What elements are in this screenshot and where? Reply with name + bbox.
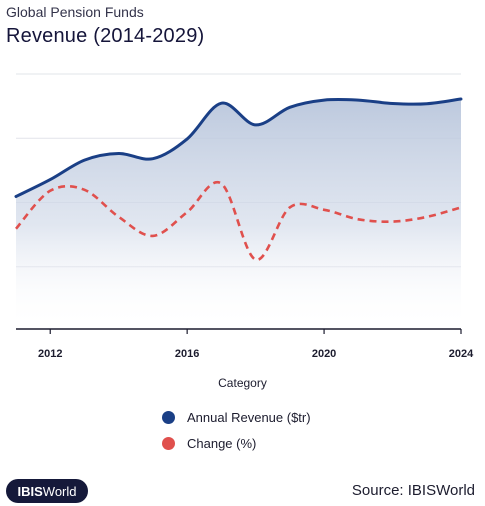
change-point-2024[interactable] [458, 204, 464, 210]
legend-item-revenue[interactable]: Annual Revenue ($tr) [162, 404, 311, 430]
change-point-2012[interactable] [47, 188, 53, 194]
change-point-2023[interactable] [424, 214, 430, 220]
revenue-series-line [14, 97, 463, 198]
change-point-2022[interactable] [390, 219, 396, 225]
logo-bold-text: IBIS [17, 483, 43, 499]
chart-subtitle: Global Pension Funds [6, 4, 144, 20]
revenue-point-2016[interactable] [184, 136, 190, 142]
revenue-point-2024[interactable] [458, 96, 464, 102]
revenue-point-2020[interactable] [321, 97, 327, 103]
source-text: Source: IBISWorld [351, 482, 475, 499]
legend-item-change[interactable]: Change (%) [162, 430, 311, 456]
ibisworld-logo: IBIS World [6, 479, 88, 503]
legend-label-change: Change (%) [187, 435, 257, 451]
legend-marker-change [162, 436, 175, 450]
x-tick-label: 2016 [175, 348, 199, 360]
change-point-2019[interactable] [287, 204, 293, 210]
change-series-line [15, 180, 462, 261]
revenue-area [16, 99, 461, 329]
revenue-point-2015[interactable] [150, 156, 156, 162]
change-point-2014[interactable] [116, 214, 122, 220]
change-point-2016[interactable] [184, 209, 190, 215]
revenue-point-2014[interactable] [116, 150, 122, 156]
change-point-2017[interactable] [218, 181, 224, 187]
revenue-point-2018[interactable] [253, 122, 259, 128]
x-axis-label: Category [218, 376, 267, 390]
legend-label-revenue: Annual Revenue ($tr) [187, 409, 311, 425]
revenue-point-2022[interactable] [390, 100, 396, 106]
legend-marker-revenue [162, 410, 175, 424]
revenue-point-2021[interactable] [355, 97, 361, 103]
x-tick-label: 2020 [312, 348, 336, 360]
change-point-2021[interactable] [355, 216, 361, 222]
change-point-2020[interactable] [321, 207, 327, 213]
revenue-point-2013[interactable] [81, 157, 87, 163]
change-point-2018[interactable] [253, 257, 259, 263]
logo-text: World [42, 483, 77, 499]
revenue-point-2023[interactable] [424, 101, 430, 107]
revenue-point-2011[interactable] [13, 194, 19, 200]
legend: Annual Revenue ($tr) Change (%) [162, 404, 311, 456]
x-tick-label: 2024 [449, 348, 474, 360]
revenue-point-2012[interactable] [47, 177, 53, 183]
change-point-2015[interactable] [150, 233, 156, 239]
revenue-point-2017[interactable] [218, 100, 224, 106]
x-tick-label: 2012 [38, 348, 62, 360]
change-point-2013[interactable] [81, 187, 87, 193]
change-point-2011[interactable] [13, 226, 19, 232]
chart-title: Revenue (2014-2029) [6, 25, 205, 47]
revenue-point-2019[interactable] [287, 104, 293, 110]
